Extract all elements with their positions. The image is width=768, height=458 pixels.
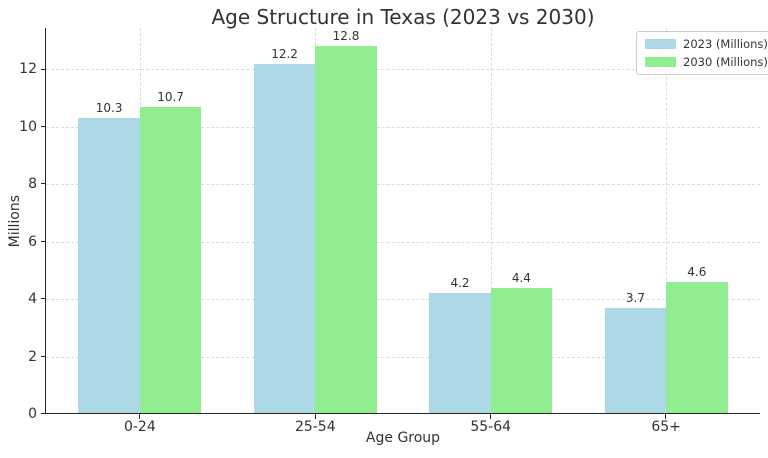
legend-item-2023: 2023 (Millions) <box>645 37 768 51</box>
x-tick-mark <box>665 414 667 419</box>
bar-value-label: 12.2 <box>271 46 298 61</box>
x-tick-mark <box>139 414 141 419</box>
bar-value-label: 4.6 <box>687 264 707 279</box>
gridline-vertical <box>666 28 668 414</box>
gridline-horizontal <box>46 184 760 186</box>
y-tick-label: 10 <box>19 118 37 135</box>
y-tick-mark <box>41 355 46 357</box>
y-tick-label: 4 <box>28 291 37 308</box>
y-tick-mark <box>41 183 46 185</box>
y-tick-mark <box>41 126 46 128</box>
gridline-horizontal <box>46 126 760 128</box>
bar-value-label: 3.7 <box>625 290 645 305</box>
gridline-vertical <box>490 28 492 414</box>
y-tick-label: 12 <box>19 61 37 78</box>
gridline-horizontal <box>46 299 760 301</box>
y-tick-mark <box>41 298 46 300</box>
x-tick-mark <box>489 414 491 419</box>
x-tick-mark <box>314 414 316 419</box>
legend-swatch-2030 <box>645 57 676 67</box>
bar-2023-25-54 <box>253 63 316 414</box>
bar-value-label: 10.3 <box>95 101 123 116</box>
bar-value-label: 12.8 <box>332 29 360 44</box>
bar-2023-65+ <box>604 307 667 414</box>
legend: 2023 (Millions) 2030 (Millions) <box>636 31 768 75</box>
legend-label-2030: 2030 (Millions) <box>683 55 768 69</box>
bar-2030-0-24 <box>139 106 202 414</box>
bar-value-label: 4.4 <box>511 270 531 285</box>
x-tick-label: 0-24 <box>123 419 156 435</box>
x-tick-label: 55-64 <box>470 419 512 435</box>
gridline-horizontal <box>46 241 760 243</box>
y-tick-label: 2 <box>28 348 37 365</box>
bar-value-label: 4.2 <box>450 276 470 291</box>
y-tick-mark <box>41 68 46 70</box>
bar-2023-55-64 <box>429 293 491 414</box>
y-tick-mark <box>41 240 46 242</box>
legend-label-2023: 2023 (Millions) <box>683 37 768 51</box>
bar-value-label: 10.7 <box>157 89 184 104</box>
y-tick-label: 0 <box>28 406 37 422</box>
x-tick-label: 25-54 <box>294 419 336 435</box>
chart-title: Age Structure in Texas (2023 vs 2030) <box>211 5 595 29</box>
bar-2030-55-64 <box>490 287 553 414</box>
bar-2030-65+ <box>666 281 728 414</box>
legend-swatch-2023 <box>645 39 676 49</box>
x-axis-label: Age Group <box>365 430 441 446</box>
y-tick-mark <box>41 413 46 415</box>
bar-2023-0-24 <box>78 118 140 414</box>
gridline-horizontal <box>46 356 760 358</box>
y-tick-label: 6 <box>28 233 37 250</box>
gridline-horizontal <box>46 69 760 71</box>
legend-item-2030: 2030 (Millions) <box>645 55 768 69</box>
x-tick-label: 65+ <box>651 419 681 435</box>
bar-2030-25-54 <box>315 46 377 414</box>
y-tick-label: 8 <box>28 176 37 193</box>
